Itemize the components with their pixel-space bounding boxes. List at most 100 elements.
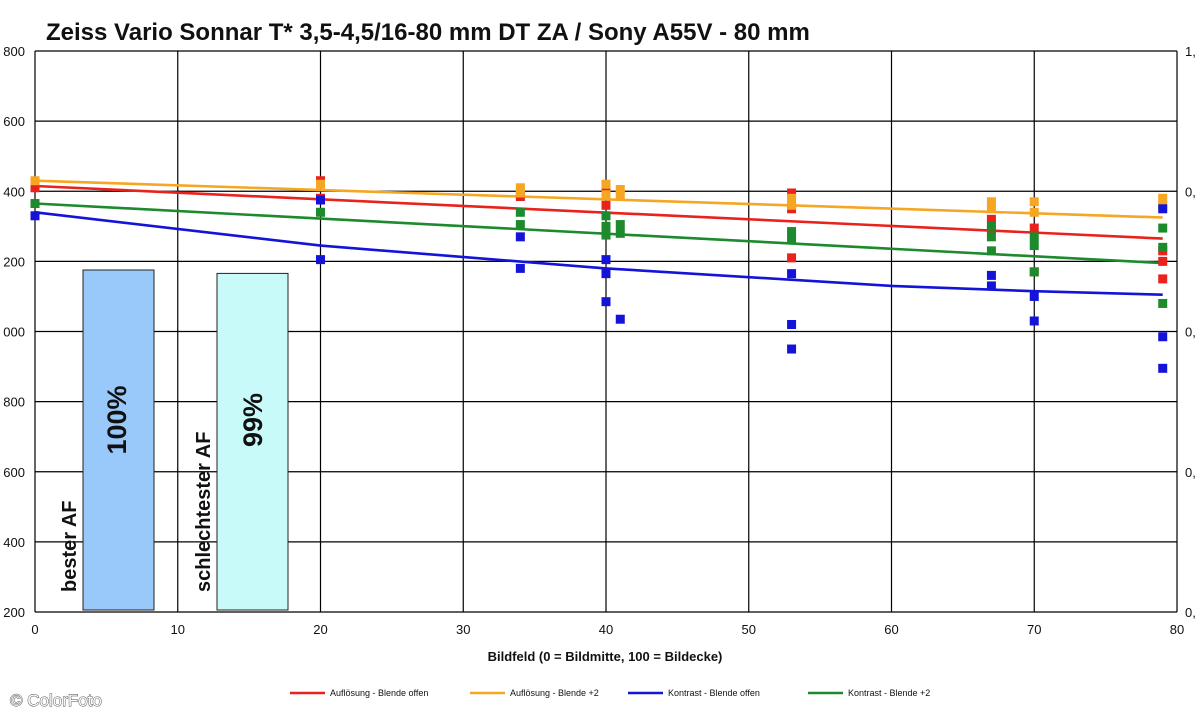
af-panel: 100% 99% bester AF schlechtester AF <box>59 269 289 611</box>
data-point-series-1 <box>615 190 625 200</box>
data-point-series-1 <box>30 176 40 186</box>
data-points <box>30 176 1168 373</box>
data-point-series-2 <box>787 344 797 354</box>
best-af-value: 100% <box>102 385 132 454</box>
x-tick-label: 80 <box>1170 622 1184 637</box>
data-point-series-2 <box>787 319 797 329</box>
data-point-series-1 <box>1029 197 1039 207</box>
trend-line-series-1 <box>34 179 1163 219</box>
legend-label: Kontrast - Blende offen <box>668 688 760 698</box>
y-tick-label: 400 <box>3 184 25 199</box>
legend-label: Auflösung - Blende +2 <box>510 688 599 698</box>
data-point-series-1 <box>986 197 996 207</box>
best-af-label: bester AF <box>59 500 81 592</box>
axes: 0 10 20 30 40 50 60 70 80 200 400 600 800 000 200 400 60… <box>3 44 1196 637</box>
data-point-series-2 <box>316 195 325 205</box>
data-point-series-2 <box>601 255 611 265</box>
x-tick-label: 70 <box>1027 622 1041 637</box>
data-point-series-2 <box>601 269 611 279</box>
data-point-series-1 <box>515 188 525 198</box>
data-point-series-3 <box>787 234 797 244</box>
best-af-bar <box>82 269 155 611</box>
worst-af-value: 99% <box>238 393 268 447</box>
data-point-series-0 <box>787 188 797 198</box>
data-point-series-3 <box>986 232 996 242</box>
data-point-series-0 <box>601 184 611 194</box>
data-point-series-0 <box>787 253 797 263</box>
data-point-series-3 <box>316 207 325 217</box>
data-point-series-3 <box>1029 241 1039 251</box>
y-tick-label: 200 <box>3 254 25 269</box>
copyright-text: © ColorFoto <box>10 691 102 710</box>
y2-tick-label: 0, <box>1185 605 1196 620</box>
x-tick-label: 40 <box>599 622 613 637</box>
x-tick-label: 60 <box>884 622 898 637</box>
data-point-series-0 <box>601 200 611 210</box>
data-point-series-3 <box>787 227 797 237</box>
trend-lines <box>34 179 1163 296</box>
data-point-series-3 <box>1158 242 1168 252</box>
data-point-series-3 <box>1029 267 1039 277</box>
data-point-series-1 <box>601 190 611 200</box>
x-tick-label: 30 <box>456 622 470 637</box>
y2-tick-label: 0, <box>1185 325 1196 340</box>
data-point-series-3 <box>601 211 611 221</box>
data-point-series-2 <box>601 297 611 307</box>
data-point-series-3 <box>1029 232 1039 242</box>
y-tick-label: 800 <box>3 395 25 410</box>
y-tick-label: 400 <box>3 535 25 550</box>
data-point-series-3 <box>601 230 611 240</box>
data-point-series-2 <box>515 263 525 273</box>
data-point-series-0 <box>1158 274 1168 284</box>
data-point-series-0 <box>1029 223 1039 233</box>
data-point-series-3 <box>986 246 996 256</box>
data-point-series-2 <box>1158 332 1168 342</box>
data-point-series-3 <box>615 228 625 238</box>
data-point-series-3 <box>1158 223 1168 233</box>
data-point-series-3 <box>515 207 525 217</box>
data-point-series-1 <box>316 179 325 189</box>
data-point-series-2 <box>986 281 996 291</box>
data-point-series-1 <box>787 193 797 203</box>
data-point-series-3 <box>515 220 525 230</box>
worst-af-bar <box>216 272 289 611</box>
data-point-series-1 <box>787 200 797 210</box>
data-point-series-2 <box>30 211 40 221</box>
data-point-series-0 <box>986 214 996 224</box>
legend-label: Kontrast - Blende +2 <box>848 688 930 698</box>
data-point-series-2 <box>1029 316 1039 326</box>
y-tick-label: 800 <box>3 44 25 59</box>
y2-tick-label: 1, <box>1185 44 1196 59</box>
x-tick-label: 0 <box>31 622 38 637</box>
data-point-series-2 <box>787 269 797 279</box>
x-tick-label: 50 <box>742 622 756 637</box>
data-point-series-2 <box>986 270 996 280</box>
data-point-series-3 <box>601 221 611 231</box>
data-point-series-1 <box>601 179 611 189</box>
data-point-series-2 <box>1158 204 1168 214</box>
y2-tick-label: 0, <box>1185 184 1196 199</box>
data-point-series-2 <box>316 255 325 265</box>
data-point-series-2 <box>615 314 625 324</box>
x-axis-label: Bildfeld (0 = Bildmitte, 100 = Bildecke) <box>488 649 723 664</box>
worst-af-label: schlechtester AF <box>193 432 215 592</box>
y2-tick-label: 0, <box>1185 465 1196 480</box>
data-point-series-2 <box>515 232 525 242</box>
data-point-series-2 <box>1029 291 1039 301</box>
legend: Auflösung - Blende offen Auflösung - Blen… <box>290 688 930 698</box>
y-tick-label: 000 <box>3 325 25 340</box>
trend-line-series-2 <box>34 211 1163 296</box>
data-point-series-1 <box>986 204 996 214</box>
data-point-series-2 <box>1158 363 1168 373</box>
trend-line-series-3 <box>34 202 1163 265</box>
data-point-series-3 <box>1158 298 1168 308</box>
y-tick-label: 600 <box>3 465 25 480</box>
y-tick-label: 600 <box>3 114 25 129</box>
data-point-series-1 <box>1158 193 1168 203</box>
data-point-series-0 <box>30 183 40 193</box>
data-point-series-0 <box>1158 256 1168 266</box>
legend-label: Auflösung - Blende offen <box>330 688 428 698</box>
data-point-series-3 <box>986 221 996 231</box>
trend-line-series-0 <box>34 184 1163 240</box>
